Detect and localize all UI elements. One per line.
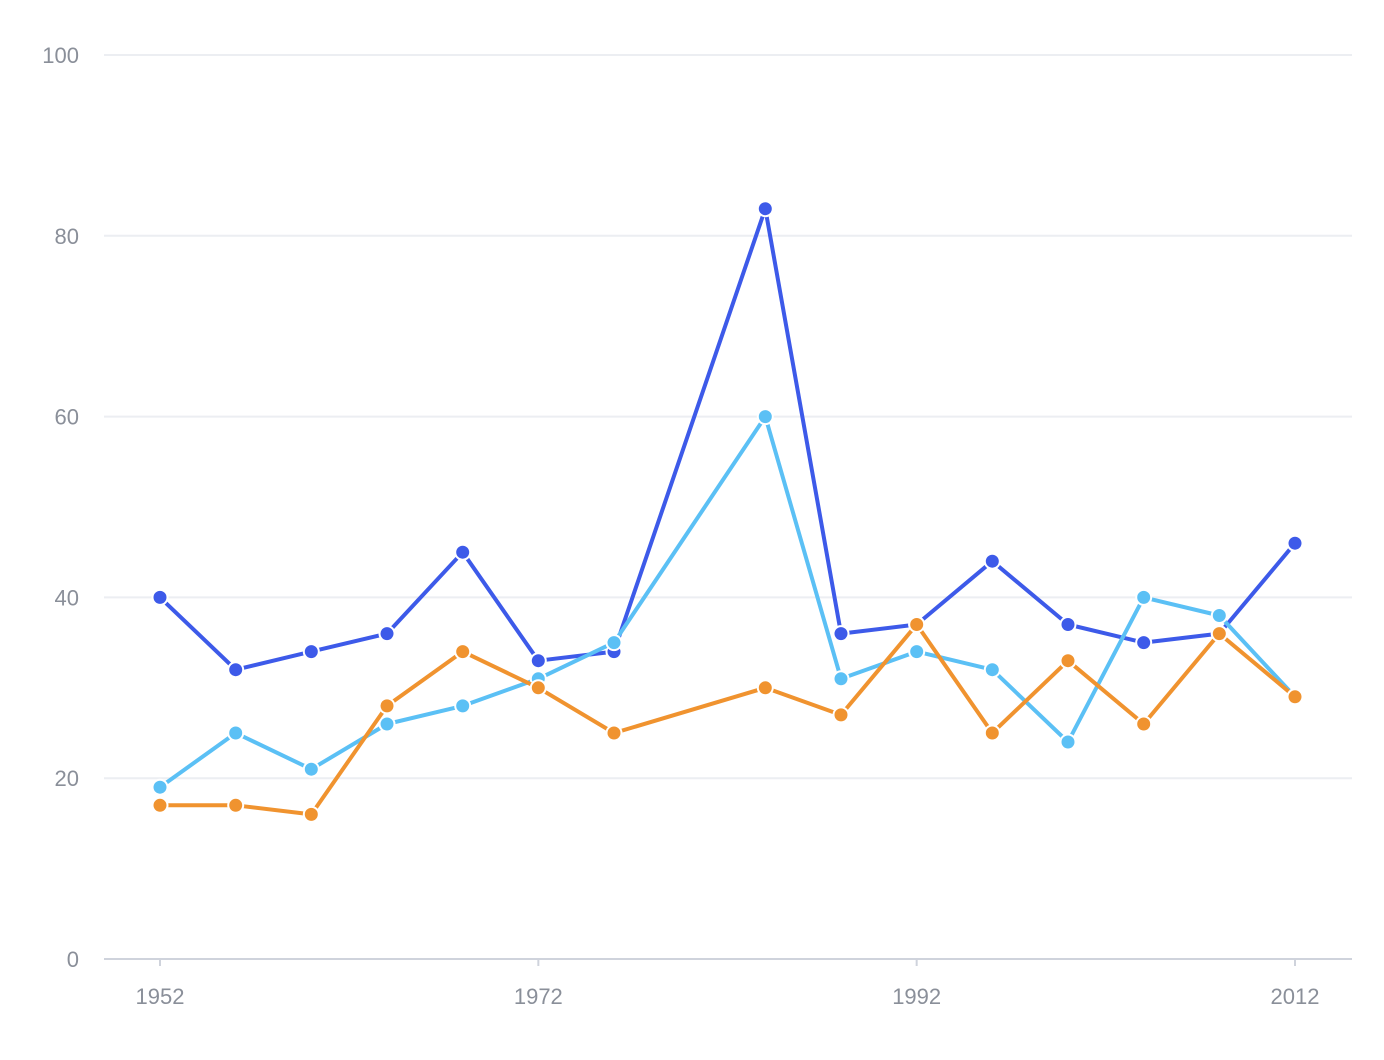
data-point-s1-1972 — [529, 652, 547, 670]
data-point-s3-2000 — [1059, 652, 1077, 670]
data-point-s1-1988 — [832, 625, 850, 643]
series-2 — [151, 408, 1304, 796]
data-point-s2-1996 — [983, 661, 1001, 679]
data-point-s1-1968 — [454, 543, 472, 561]
data-point-s2-2000 — [1059, 733, 1077, 751]
data-point-s1-1964 — [378, 625, 396, 643]
y-tick-label-20: 20 — [55, 766, 79, 791]
x-axis: 1952 1972 1992 2012 — [104, 958, 1352, 1009]
data-point-s2-1964 — [378, 715, 396, 733]
data-point-s3-2012 — [1286, 688, 1304, 706]
data-point-s2-1976 — [605, 634, 623, 652]
data-point-s2-1956 — [227, 724, 245, 742]
x-tick-label-1972: 1972 — [514, 984, 563, 1009]
data-point-s1-1956 — [227, 661, 245, 679]
data-point-s3-1984 — [756, 679, 774, 697]
data-point-s3-1952 — [151, 796, 169, 814]
series-line-2 — [158, 414, 1297, 790]
data-point-s2-1984 — [756, 408, 774, 426]
data-point-s1-1952 — [151, 588, 169, 606]
series-3 — [151, 616, 1304, 823]
x-tick-label-1992: 1992 — [892, 984, 941, 1009]
y-axis: 0 20 40 60 80 100 — [42, 43, 79, 972]
y-tick-label-100: 100 — [42, 43, 79, 68]
data-point-s2-1960 — [302, 760, 320, 778]
y-tick-label-80: 80 — [55, 224, 79, 249]
grid-lines — [104, 54, 1352, 780]
data-point-s1-1984 — [756, 200, 774, 218]
data-point-s3-1992 — [908, 616, 926, 633]
data-point-s1-1960 — [302, 643, 320, 661]
data-point-s1-2012 — [1286, 534, 1304, 552]
series-1 — [151, 200, 1304, 679]
x-tick-label-2012: 2012 — [1271, 984, 1320, 1009]
data-point-s2-1952 — [151, 778, 169, 796]
data-point-s3-2008 — [1210, 625, 1228, 643]
y-tick-label-60: 60 — [55, 405, 79, 430]
data-point-s1-2000 — [1059, 616, 1077, 633]
series-line-1 — [158, 206, 1297, 672]
data-point-s2-1992 — [908, 643, 926, 661]
series-group — [151, 200, 1304, 823]
data-point-s3-1956 — [227, 796, 245, 814]
data-point-s3-1976 — [605, 724, 623, 742]
y-tick-label-40: 40 — [55, 585, 79, 610]
data-point-s2-1988 — [832, 670, 850, 688]
data-point-s2-2008 — [1210, 607, 1228, 624]
data-point-s1-2004 — [1135, 634, 1153, 652]
data-point-s3-1960 — [302, 805, 320, 823]
data-point-s1-1996 — [983, 552, 1001, 570]
y-tick-label-0: 0 — [67, 947, 79, 972]
data-point-s3-1996 — [983, 724, 1001, 742]
series-line-3 — [158, 622, 1297, 817]
data-point-s3-2004 — [1135, 715, 1153, 733]
data-point-s3-1988 — [832, 706, 850, 724]
data-point-s2-2004 — [1135, 588, 1153, 606]
x-tick-label-1952: 1952 — [136, 984, 185, 1009]
data-point-s2-1968 — [454, 697, 472, 715]
data-point-s3-1964 — [378, 697, 396, 715]
data-point-s3-1968 — [454, 643, 472, 661]
data-point-s3-1972 — [529, 679, 547, 697]
